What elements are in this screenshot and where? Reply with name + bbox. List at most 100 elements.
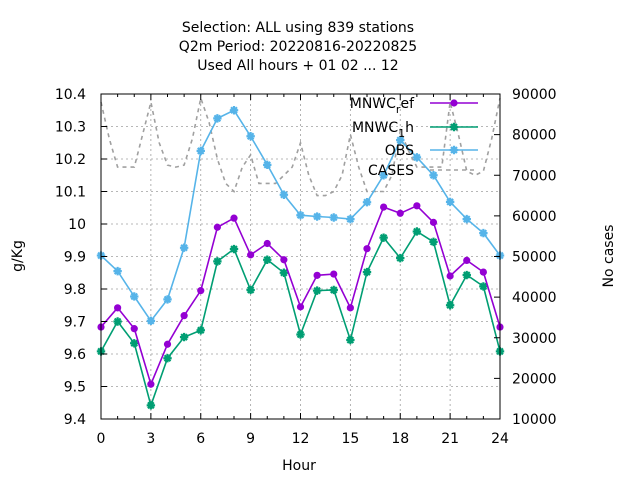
y-tick-label: 9.7 <box>64 315 86 331</box>
data-point-1 <box>213 257 222 266</box>
data-point-1 <box>329 285 338 295</box>
data-point-0 <box>230 214 238 222</box>
legend-label-1: MNWC1h <box>352 120 414 140</box>
data-point-1 <box>196 326 205 335</box>
data-point-2 <box>229 106 239 115</box>
data-point-0 <box>429 218 438 226</box>
data-point-1 <box>362 267 372 277</box>
y-tick-label: 9.5 <box>64 380 86 396</box>
data-point-0 <box>130 325 138 333</box>
x-tick-label: 15 <box>341 431 359 447</box>
y-tick-label: 9.9 <box>64 250 86 266</box>
x-tick-label: 0 <box>97 431 106 447</box>
data-point-1 <box>146 401 156 410</box>
title-line-1: Selection: ALL using 839 stations <box>182 20 414 36</box>
data-point-0 <box>263 239 271 248</box>
legend-label-text: MNWC <box>352 120 398 136</box>
data-point-0 <box>197 287 205 295</box>
data-point-1 <box>312 286 322 295</box>
legend-label-text: MNWC <box>350 96 396 112</box>
y-axis-label: g/Kg <box>10 240 26 272</box>
y-tick-label: 9.6 <box>64 347 86 363</box>
series-0 <box>97 202 504 388</box>
data-point-2 <box>429 171 438 180</box>
series-3 <box>100 95 501 197</box>
data-point-0 <box>330 270 338 278</box>
y2-tick-label: 40000 <box>512 290 557 306</box>
data-point-0 <box>213 223 221 231</box>
y2-tick-label: 70000 <box>512 168 557 184</box>
legend-label-suffix: h <box>405 120 414 136</box>
y2-tick-label: 50000 <box>512 250 557 266</box>
data-point-1 <box>445 301 455 310</box>
x-tick-label: 6 <box>196 431 205 447</box>
x-tick-label: 12 <box>292 431 310 447</box>
data-point-0 <box>363 245 371 253</box>
y-tick-label: 10.3 <box>55 120 86 136</box>
data-point-1 <box>263 255 272 264</box>
data-point-2 <box>412 153 422 162</box>
data-point-2 <box>329 213 338 222</box>
y2-tick-label: 90000 <box>512 87 557 103</box>
data-point-2 <box>246 132 255 141</box>
data-point-1 <box>296 330 305 339</box>
data-point-2 <box>445 197 455 207</box>
legend-label-text: OBS <box>385 143 414 159</box>
series-2 <box>96 106 505 326</box>
chart-title: Selection: ALL using 839 stations Q2m Pe… <box>179 20 417 74</box>
data-point-1 <box>246 285 255 295</box>
data-point-2 <box>213 114 222 123</box>
data-point-0 <box>313 271 321 279</box>
data-point-1 <box>279 268 289 277</box>
data-point-2 <box>396 135 405 145</box>
data-point-0 <box>463 256 471 264</box>
data-point-0 <box>114 304 122 312</box>
y-tick-label: 10 <box>68 217 86 233</box>
data-point-0 <box>280 256 288 264</box>
data-point-2 <box>279 190 289 199</box>
axis-tick-labels: 0 3 6 9 12 15 18 21 24 9.4 9.5 9.6 9.7 9.8 9.9 10 10.1 10… <box>55 87 557 447</box>
y2-tick-label: 10000 <box>512 412 557 428</box>
data-point-2 <box>346 214 355 224</box>
x-axis-label: Hour <box>282 458 316 474</box>
data-point-0 <box>147 380 155 388</box>
x-tick-label: 3 <box>146 431 155 447</box>
title-line-3: Used All hours + 01 02 ... 12 <box>197 58 398 74</box>
data-point-1 <box>113 317 122 326</box>
data-point-2 <box>146 316 156 326</box>
data-point-2 <box>196 146 205 156</box>
data-point-2 <box>379 171 388 180</box>
data-point-1 <box>412 227 422 236</box>
data-point-0 <box>396 209 404 217</box>
data-point-1 <box>379 233 388 242</box>
y2-tick-label: 80000 <box>512 128 557 144</box>
y2-tick-label: 60000 <box>512 209 557 225</box>
series-layer <box>96 95 505 410</box>
data-point-1 <box>462 270 471 280</box>
data-point-1 <box>346 335 355 345</box>
legend-marker-2 <box>449 145 459 155</box>
legend-label-2: OBS <box>385 143 414 159</box>
data-point-1 <box>229 244 239 254</box>
data-point-0 <box>479 268 487 276</box>
y-tick-label: 9.4 <box>64 412 86 428</box>
data-point-2 <box>163 295 172 304</box>
legend-label-3: CASES <box>368 163 414 179</box>
y-tick-label: 10.1 <box>55 185 86 201</box>
data-point-2 <box>130 292 139 301</box>
series-line-3 <box>100 95 501 197</box>
data-point-1 <box>429 237 438 247</box>
y-tick-label: 10.2 <box>55 152 86 168</box>
data-point-1 <box>396 253 405 263</box>
data-point-2 <box>296 211 305 220</box>
y-tick-label: 9.8 <box>64 282 86 298</box>
y2-tick-label: 30000 <box>512 331 557 347</box>
data-point-0 <box>296 303 305 311</box>
data-point-0 <box>446 272 454 280</box>
data-point-0 <box>180 312 188 320</box>
data-point-2 <box>312 212 322 221</box>
data-point-0 <box>247 251 255 259</box>
axis-ticks <box>100 93 501 420</box>
data-point-2 <box>113 266 122 276</box>
